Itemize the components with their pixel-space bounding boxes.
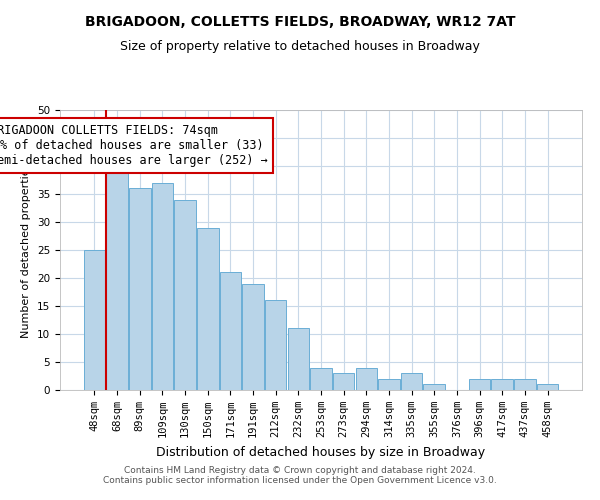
Bar — [491, 379, 513, 390]
Bar — [378, 379, 400, 390]
Bar — [106, 166, 128, 390]
Bar — [514, 379, 536, 390]
Text: BRIGADOON COLLETTS FIELDS: 74sqm
    ← 11% of detached houses are smaller (33)
8: BRIGADOON COLLETTS FIELDS: 74sqm ← 11% o… — [0, 124, 268, 167]
Bar — [310, 368, 332, 390]
Y-axis label: Number of detached properties: Number of detached properties — [22, 162, 31, 338]
Text: Size of property relative to detached houses in Broadway: Size of property relative to detached ho… — [120, 40, 480, 53]
Bar — [152, 183, 173, 390]
Bar — [424, 384, 445, 390]
Bar — [242, 284, 264, 390]
Bar — [197, 228, 218, 390]
Bar — [401, 373, 422, 390]
Bar — [175, 200, 196, 390]
Bar — [129, 188, 151, 390]
Text: BRIGADOON, COLLETTS FIELDS, BROADWAY, WR12 7AT: BRIGADOON, COLLETTS FIELDS, BROADWAY, WR… — [85, 15, 515, 29]
Bar — [333, 373, 355, 390]
Bar — [220, 272, 241, 390]
Bar — [287, 328, 309, 390]
Bar — [469, 379, 490, 390]
Bar — [537, 384, 558, 390]
Bar — [84, 250, 105, 390]
Bar — [356, 368, 377, 390]
X-axis label: Distribution of detached houses by size in Broadway: Distribution of detached houses by size … — [157, 446, 485, 458]
Bar — [265, 300, 286, 390]
Text: Contains HM Land Registry data © Crown copyright and database right 2024.
Contai: Contains HM Land Registry data © Crown c… — [103, 466, 497, 485]
